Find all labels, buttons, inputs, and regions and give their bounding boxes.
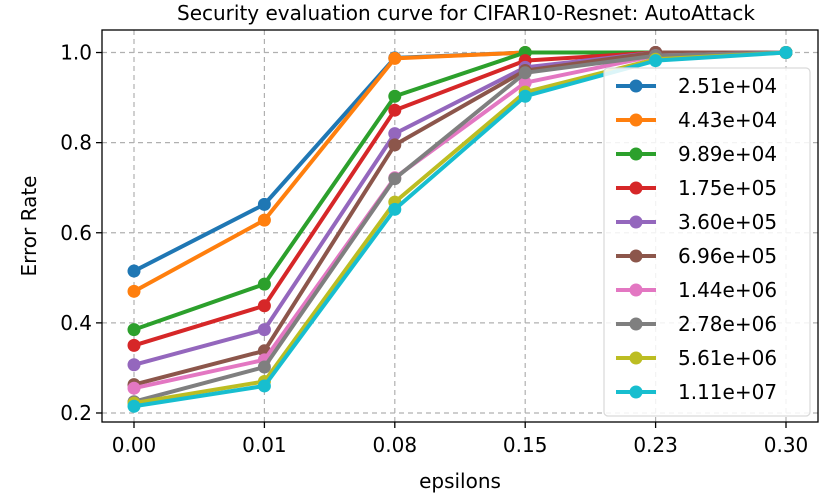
legend-entry: 1.75e+05 — [616, 176, 777, 200]
series-line — [133, 50, 787, 404]
data-point — [127, 338, 141, 352]
data-point — [388, 89, 402, 103]
legend-entry: 4.43e+04 — [616, 108, 777, 132]
legend-marker — [629, 79, 643, 93]
plot-frame — [101, 29, 819, 423]
x-tick-label: 0.30 — [764, 433, 809, 457]
legend-entry: 2.51e+04 — [616, 74, 777, 98]
data-point — [127, 284, 141, 298]
y-tick-label: 0.8 — [60, 131, 92, 155]
y-axis-label: Error Rate — [17, 176, 41, 277]
data-point — [388, 51, 402, 65]
legend-label: 6.96e+05 — [678, 244, 777, 268]
series-line — [133, 50, 786, 387]
legend-label: 2.51e+04 — [678, 74, 777, 98]
data-point — [127, 323, 141, 337]
data-point — [257, 360, 271, 374]
legend-entry: 1.11e+07 — [616, 380, 777, 404]
legend-entry: 5.61e+06 — [616, 346, 777, 370]
legend-marker — [629, 147, 643, 161]
data-point — [257, 277, 271, 291]
legend-marker — [629, 317, 643, 331]
y-axis: 0.2 0.4 0.6 0.8 1.0 — [60, 41, 102, 425]
data-point — [257, 213, 271, 227]
legend-marker — [629, 283, 643, 297]
data-point — [257, 323, 271, 337]
data-point — [388, 172, 402, 186]
y-tick-label: 0.4 — [60, 311, 92, 335]
series-line — [133, 50, 787, 409]
legend-entry: 3.60e+05 — [616, 210, 777, 234]
data-point — [518, 76, 532, 90]
legend-label: 4.43e+04 — [678, 108, 777, 132]
data-point — [388, 103, 402, 117]
legend-label: 2.78e+06 — [678, 312, 777, 336]
x-tick-label: 0.08 — [373, 433, 418, 457]
legend-label: 1.44e+06 — [678, 278, 777, 302]
legend-marker — [629, 249, 643, 263]
legend-label: 1.75e+05 — [678, 176, 777, 200]
data-point — [127, 358, 141, 372]
legend-entry: 6.96e+05 — [616, 244, 777, 268]
legend-entry: 1.44e+06 — [616, 278, 777, 302]
data-point — [388, 202, 402, 216]
legend-label: 1.11e+07 — [678, 380, 777, 404]
data-point — [127, 399, 141, 413]
data-point — [388, 138, 402, 152]
x-tick-label: 0.15 — [503, 433, 548, 457]
data-point — [518, 89, 532, 103]
data-point — [388, 127, 402, 141]
y-tick-label: 0.2 — [60, 401, 92, 425]
legend-marker — [629, 215, 643, 229]
legend-label: 3.60e+05 — [678, 210, 777, 234]
legend-marker — [629, 385, 643, 399]
legend-label: 9.89e+04 — [678, 142, 777, 166]
legend-label: 5.61e+06 — [678, 346, 777, 370]
legend-entry: 2.78e+06 — [616, 312, 777, 336]
legend-marker — [629, 113, 643, 127]
legend-entry: 9.89e+04 — [616, 142, 777, 166]
legend-marker — [629, 351, 643, 365]
y-tick-label: 1.0 — [60, 41, 92, 65]
chart-title: Security evaluation curve for CIFAR10-Re… — [177, 1, 755, 25]
data-point — [649, 54, 663, 68]
data-point — [257, 299, 271, 313]
x-axis-label: epsilons — [419, 469, 501, 493]
data-point — [127, 381, 141, 395]
x-axis: 0.00 0.01 0.08 0.15 0.23 0.30 — [112, 422, 809, 457]
data-point — [779, 46, 793, 60]
plot-series — [127, 46, 793, 413]
x-tick-label: 0.00 — [112, 433, 157, 457]
data-point — [257, 379, 271, 393]
y-tick-label: 0.6 — [60, 221, 92, 245]
x-tick-label: 0.01 — [242, 433, 287, 457]
data-point — [127, 264, 141, 278]
data-point — [257, 197, 271, 211]
data-point — [518, 66, 532, 80]
x-tick-label: 0.23 — [633, 433, 678, 457]
series-1.11e+07 — [127, 46, 793, 413]
legend: 2.51e+04 4.43e+04 9.89e+04 1.75e+05 3.60e+05… — [603, 67, 811, 417]
legend-marker — [629, 181, 643, 195]
